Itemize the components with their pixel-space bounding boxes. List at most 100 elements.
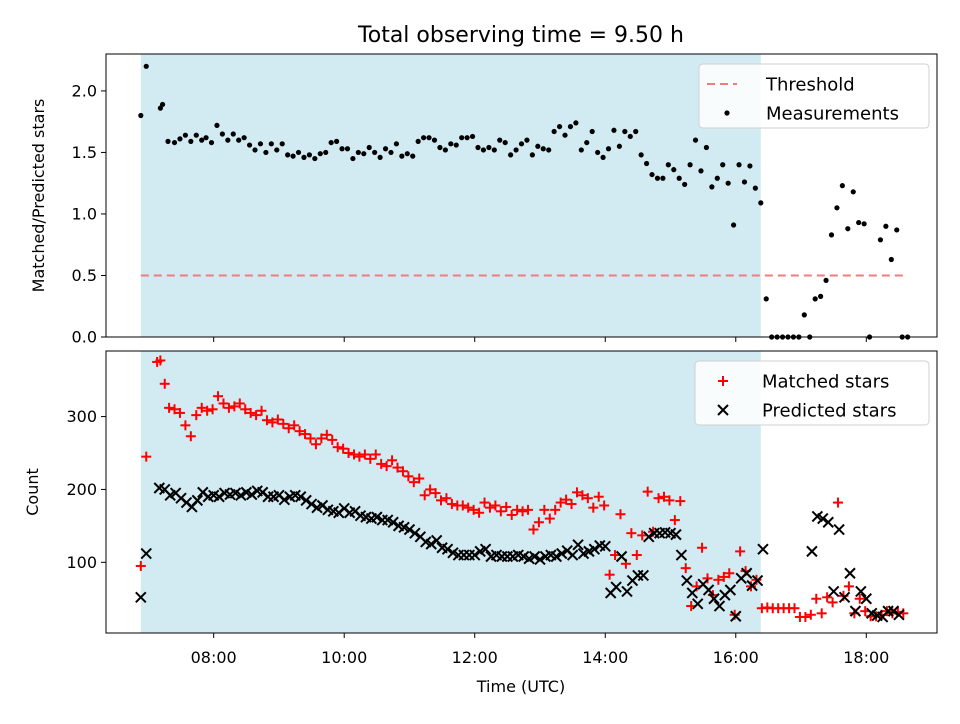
data-point [649, 171, 655, 178]
data-point [724, 568, 735, 579]
data-point [202, 405, 213, 416]
data-point [272, 414, 283, 425]
data-point [725, 180, 731, 186]
chart-title: Total observing time = 9.50 h [357, 23, 684, 48]
data-point [856, 219, 862, 226]
data-point [475, 144, 481, 151]
data-point [883, 223, 889, 229]
data-point [718, 571, 729, 582]
y-tick-label: 100 [66, 553, 97, 572]
data-point [676, 175, 682, 181]
data-point [294, 491, 307, 503]
data-point [714, 175, 720, 181]
data-point [589, 128, 595, 135]
y-tick-label: 2.0 [72, 81, 97, 100]
data-point [731, 222, 737, 228]
data-point [823, 277, 829, 283]
data-point [469, 133, 476, 140]
x-tick-label: 14:00 [582, 648, 628, 667]
data-point [833, 523, 845, 536]
data-point [664, 495, 675, 506]
legend-label: Matched stars [762, 372, 889, 393]
data-point [861, 221, 867, 227]
data-point [757, 543, 769, 555]
data-point [437, 144, 443, 151]
data-point [294, 426, 305, 437]
data-point [517, 506, 528, 517]
legend: Matched stars Predicted stars [694, 360, 930, 426]
data-point [274, 147, 280, 153]
data-point [675, 549, 688, 561]
data-point [486, 144, 492, 151]
data-point [550, 504, 561, 515]
data-point [448, 141, 454, 147]
data-point [828, 232, 835, 238]
data-point [800, 611, 811, 622]
data-point [464, 135, 470, 141]
y-axis-label: Count [23, 468, 42, 516]
data-point [497, 137, 503, 143]
data-point [512, 504, 523, 515]
data-point [877, 237, 884, 243]
data-point [622, 128, 628, 135]
y-tick-label: 0.0 [72, 328, 97, 347]
data-point [691, 598, 704, 610]
data-point [702, 584, 715, 596]
data-point [234, 398, 245, 409]
data-point [344, 146, 351, 152]
legend: Threshold Measurements [698, 63, 930, 129]
data-point [680, 563, 691, 574]
data-point [839, 183, 845, 189]
data-point [263, 149, 269, 156]
data-point [556, 547, 568, 560]
data-point [513, 147, 519, 153]
data-point [305, 498, 318, 510]
data-point [838, 591, 851, 604]
data-point [578, 147, 584, 153]
data-point [295, 149, 302, 156]
data-point [430, 534, 443, 547]
data-point [523, 504, 534, 515]
data-point [408, 477, 419, 488]
data-point [816, 608, 827, 619]
data-point [354, 451, 365, 462]
data-point [457, 500, 468, 511]
data-point [730, 610, 742, 622]
data-point [236, 137, 242, 143]
data-point [540, 146, 546, 152]
data-point [376, 458, 387, 469]
data-point [631, 550, 642, 561]
data-point [388, 149, 394, 156]
data-point [289, 420, 300, 431]
data-point [508, 152, 514, 158]
data-point [468, 504, 479, 515]
data-point [665, 162, 671, 168]
data-point [279, 141, 285, 147]
y-tick-label: 0.5 [72, 266, 97, 285]
data-point [333, 138, 340, 144]
data-point [854, 593, 865, 604]
data-point [643, 531, 655, 543]
data-point [572, 539, 584, 551]
data-point [801, 312, 807, 318]
data-point [446, 499, 457, 510]
data-point [490, 500, 501, 511]
data-point [431, 137, 438, 143]
data-point [670, 528, 682, 541]
data-point [479, 497, 490, 508]
data-point [182, 132, 189, 138]
data-point [740, 567, 753, 579]
data-point [682, 181, 688, 188]
data-point [397, 466, 408, 477]
data-point [218, 398, 229, 409]
data-point [135, 591, 147, 604]
data-point [138, 112, 144, 119]
data-point [165, 138, 171, 144]
data-point [818, 293, 824, 299]
data-point [687, 162, 693, 168]
data-point [480, 147, 487, 153]
data-point [310, 439, 321, 450]
data-point [174, 407, 185, 418]
data-point [724, 584, 737, 596]
data-point [692, 137, 699, 143]
